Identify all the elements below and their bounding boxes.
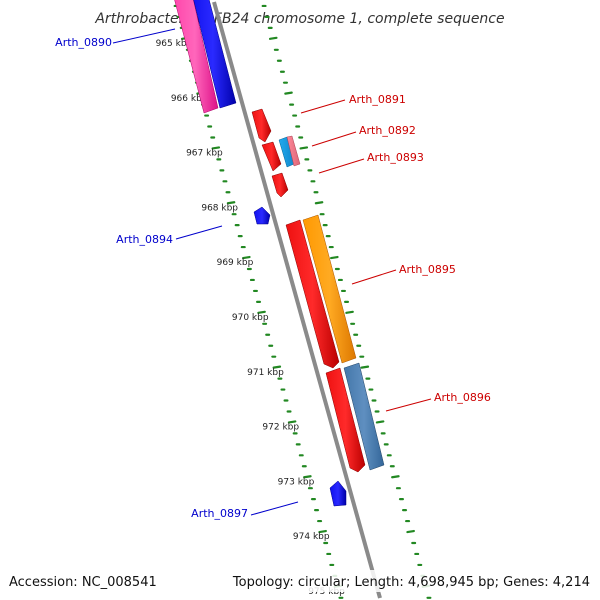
gene-arth-0892-salmon[interactable] bbox=[286, 135, 301, 167]
kbp-label: 971 kbp bbox=[247, 368, 284, 378]
leader-arth-0890 bbox=[112, 28, 176, 44]
gene-arth-0896-steel[interactable] bbox=[343, 362, 385, 471]
topology-text: Topology: circular; Length: 4,698,945 bp… bbox=[232, 575, 590, 590]
label-arth-0893[interactable]: Arth_0893 bbox=[367, 151, 424, 164]
tick-right-477 bbox=[391, 475, 400, 479]
tick-left-148 bbox=[211, 146, 221, 150]
leader-arth-0895 bbox=[351, 269, 397, 285]
kbp-label: 969 kbp bbox=[217, 258, 254, 268]
accession-text: Accession: NC_008541 bbox=[9, 575, 157, 590]
tick-left-477 bbox=[303, 475, 312, 479]
leader-lines bbox=[112, 28, 432, 516]
tick-left-313 bbox=[257, 310, 266, 314]
gene-arth-0892[interactable] bbox=[261, 141, 282, 172]
tick-right-368 bbox=[360, 365, 370, 369]
leader-arth-0897 bbox=[250, 501, 299, 516]
gene-arth-0897[interactable] bbox=[329, 480, 347, 507]
gene-arth-0891[interactable] bbox=[251, 108, 272, 143]
tick-right-39 bbox=[268, 36, 278, 40]
kbp-label: 974 kbp bbox=[293, 532, 330, 542]
gene-arth-0896[interactable] bbox=[325, 367, 366, 473]
tick-left-532 bbox=[318, 529, 327, 534]
tick-right-258 bbox=[330, 255, 339, 260]
kbp-label: 970 kbp bbox=[232, 313, 269, 323]
kbp-label: 966 kbp bbox=[171, 94, 208, 104]
gene-shapes bbox=[172, 0, 385, 507]
kbp-label: 967 kbp bbox=[186, 149, 223, 159]
leader-arth-0891 bbox=[300, 99, 346, 114]
leader-arth-0893 bbox=[318, 158, 365, 174]
tick-right-313 bbox=[345, 310, 354, 314]
label-arth-0890[interactable]: Arth_0890 bbox=[55, 36, 112, 49]
label-arth-0891[interactable]: Arth_0891 bbox=[349, 93, 406, 106]
gene-arth-0890-pink[interactable] bbox=[172, 0, 219, 114]
tick-tracks bbox=[173, 4, 432, 599]
gene-arth-0895[interactable] bbox=[285, 219, 340, 369]
tick-right-422 bbox=[375, 420, 385, 424]
gene-labels: Arth_0890 Arth_0891 Arth_0892 Arth_0893 … bbox=[55, 36, 491, 520]
gene-arth-0895-orange[interactable] bbox=[302, 214, 357, 364]
tick-left-368 bbox=[272, 365, 282, 369]
label-arth-0892[interactable]: Arth_0892 bbox=[359, 124, 416, 137]
gene-arth-0894[interactable] bbox=[253, 206, 271, 225]
label-arth-0895[interactable]: Arth_0895 bbox=[399, 263, 456, 276]
label-arth-0896[interactable]: Arth_0896 bbox=[434, 391, 491, 404]
leader-arth-0896 bbox=[385, 398, 432, 412]
gene-arth-0893[interactable] bbox=[271, 172, 289, 198]
kbp-label: 965 kbp bbox=[156, 39, 193, 49]
genome-axis bbox=[212, 1, 382, 599]
tick-left-203 bbox=[226, 201, 236, 205]
kbp-label: 973 kbp bbox=[278, 477, 315, 487]
gene-arth-0890[interactable] bbox=[190, 0, 237, 109]
tick-right-532 bbox=[406, 529, 415, 534]
label-arth-0894[interactable]: Arth_0894 bbox=[116, 233, 173, 246]
kbp-label: 968 kbp bbox=[201, 203, 238, 213]
tick-right-148 bbox=[299, 146, 309, 150]
tick-left-422 bbox=[287, 420, 297, 424]
leader-arth-0894 bbox=[175, 225, 223, 240]
tick-left-258 bbox=[242, 255, 251, 260]
label-arth-0897[interactable]: Arth_0897 bbox=[191, 507, 248, 520]
footer-background bbox=[0, 570, 600, 592]
tick-right-94 bbox=[284, 91, 293, 95]
kbp-label: 972 kbp bbox=[262, 423, 299, 433]
leader-arth-0892 bbox=[311, 131, 357, 147]
map-title: Arthrobacter sp. FB24 chromosome 1, comp… bbox=[94, 11, 504, 27]
tick-right-203 bbox=[314, 201, 324, 205]
